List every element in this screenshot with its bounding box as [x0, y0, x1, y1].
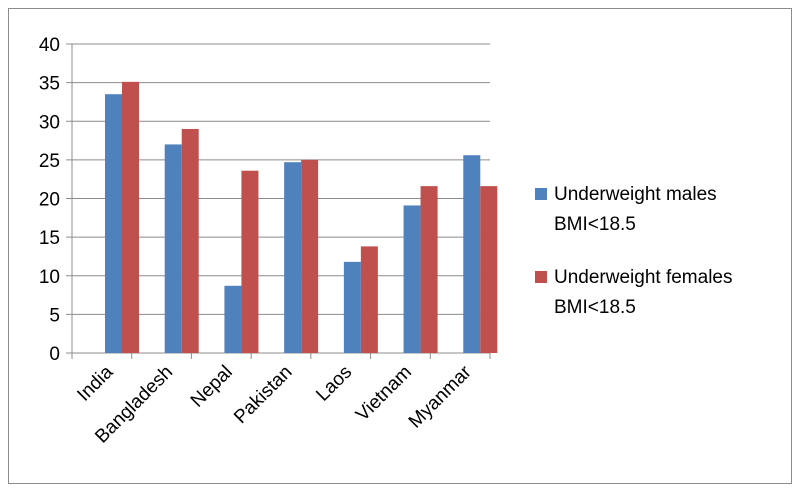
y-tick-label: 5	[49, 305, 60, 326]
x-tick-label: Pakistan	[230, 362, 296, 428]
legend-label-females: BMI<18.5	[554, 297, 636, 318]
x-tick-label: Myanmar	[405, 361, 476, 432]
legend-label-males: BMI<18.5	[554, 214, 636, 235]
y-tick-label: 30	[39, 112, 60, 133]
y-tick-labels: 0 5 10 15 20 25 30 35 40	[39, 35, 60, 365]
bar-males-pakistan	[284, 162, 302, 353]
x-tick-label: Laos	[312, 362, 356, 406]
bar-males-bangladesh	[164, 144, 182, 353]
legend-swatch-females	[535, 271, 547, 283]
y-tick-label: 25	[39, 151, 60, 172]
legend-swatch-males	[535, 188, 547, 200]
bars	[105, 81, 498, 354]
y-tick-label: 15	[39, 228, 60, 249]
y-tick-label: 0	[49, 344, 60, 365]
y-tick-label: 35	[39, 74, 60, 95]
bar-males-myanmar	[463, 155, 481, 353]
bar-males-nepal	[224, 285, 242, 353]
bar-males-laos	[343, 261, 361, 353]
x-tick-label: Nepal	[187, 362, 237, 412]
bar-females-india	[122, 81, 139, 353]
bar-females-nepal	[241, 170, 259, 353]
legend-label-females: Underweight females	[554, 267, 732, 288]
bar-females-laos	[360, 246, 378, 353]
y-tick-label: 20	[39, 190, 60, 211]
y-tick-label: 10	[39, 267, 60, 288]
legend: Underweight males BMI<18.5 Underweight fem…	[535, 184, 732, 318]
bar-males-vietnam	[403, 205, 421, 353]
bar-females-vietnam	[420, 186, 438, 353]
y-tick-label: 40	[39, 35, 60, 56]
bar-females-bangladesh	[181, 128, 199, 353]
bar-females-pakistan	[301, 159, 319, 353]
bar-males-india	[105, 94, 122, 354]
legend-label-males: Underweight males	[554, 184, 717, 205]
x-tick-label: India	[73, 361, 117, 405]
bar-females-myanmar	[480, 186, 498, 353]
